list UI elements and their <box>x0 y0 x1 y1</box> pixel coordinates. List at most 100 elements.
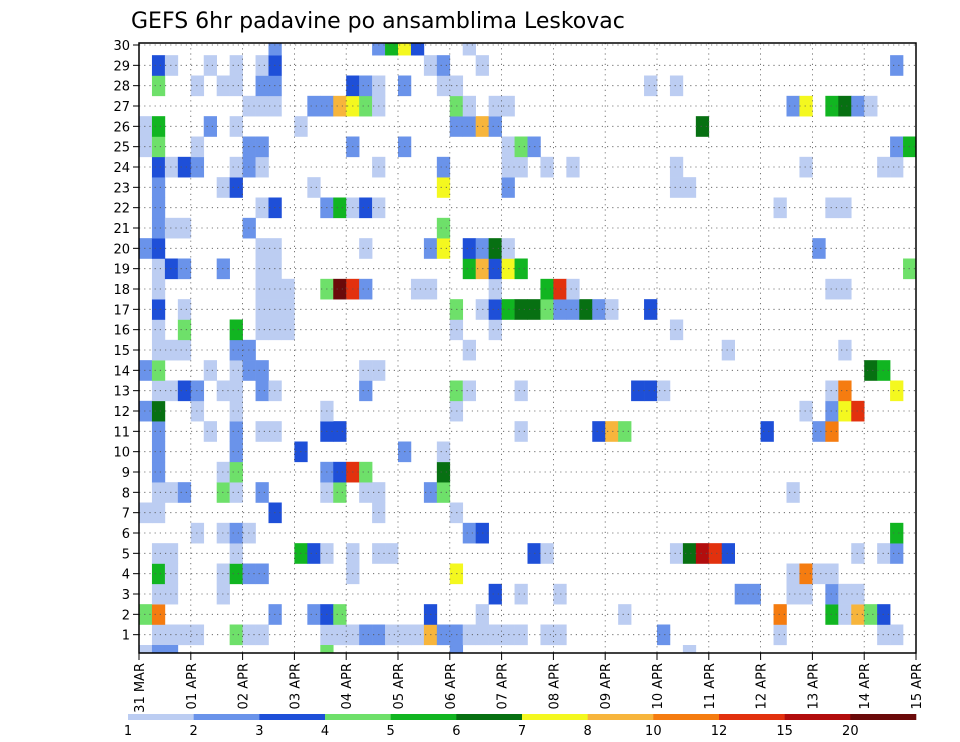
heatmap-cell <box>540 156 554 178</box>
heatmap-cell <box>786 563 800 585</box>
heatmap-cell <box>605 421 619 442</box>
heatmap-cell <box>164 624 179 646</box>
heatmap-cell <box>229 339 243 361</box>
legend-swatch <box>850 714 917 720</box>
heatmap-cell <box>255 624 269 646</box>
x-tick-label: 09 APR <box>599 663 614 709</box>
heatmap-cell <box>799 583 813 605</box>
heatmap-cell <box>151 299 166 320</box>
plot-frame <box>138 42 917 654</box>
heatmap-cell <box>307 604 321 625</box>
heatmap-cell <box>812 421 826 442</box>
heatmap-cell <box>734 583 748 605</box>
legend-swatch <box>653 714 720 720</box>
heatmap-cell <box>825 563 839 585</box>
heatmap-cell <box>398 43 412 56</box>
y-tick-label: 4 <box>122 568 130 583</box>
legend-label: 3 <box>255 724 263 739</box>
heatmap-cell <box>825 400 839 422</box>
heatmap-cell <box>151 238 166 259</box>
heatmap-cell <box>164 55 179 76</box>
y-tick-label: 28 <box>113 80 130 95</box>
y-tick-label: 18 <box>113 283 130 298</box>
heatmap-cell <box>203 360 217 381</box>
heatmap-cell <box>139 136 153 158</box>
heatmap-cell <box>488 319 502 341</box>
heatmap-cell <box>229 482 243 503</box>
heatmap-cell <box>255 238 269 259</box>
y-tick-label: 5 <box>122 547 130 562</box>
y-tick-label: 9 <box>122 466 130 481</box>
heatmap-cell <box>669 177 684 198</box>
legend-swatch <box>587 714 654 720</box>
heatmap-cell <box>644 299 658 320</box>
y-tick-label: 13 <box>113 385 130 400</box>
y-tick-label: 6 <box>122 527 130 542</box>
heatmap-cell <box>190 624 205 646</box>
heatmap-cell <box>190 156 205 178</box>
heatmap-cell <box>488 278 502 300</box>
heatmap-cell <box>708 543 723 564</box>
heatmap-cell <box>462 95 476 117</box>
heatmap-cell <box>838 278 852 300</box>
heatmap-cell <box>359 624 373 646</box>
heatmap-cell <box>359 95 373 117</box>
heatmap-cell <box>436 217 451 239</box>
x-tick-label: 03 APR <box>288 663 303 709</box>
heatmap-cell <box>644 380 658 402</box>
y-tick-label: 11 <box>113 425 130 440</box>
heatmap-cell <box>151 604 166 625</box>
x-tick-label: 04 APR <box>340 663 355 709</box>
heatmap-cell <box>164 217 179 239</box>
heatmap-cell <box>151 400 166 422</box>
heatmap-cell <box>773 604 787 625</box>
heatmap-cell <box>825 583 839 605</box>
heatmap-cell <box>385 624 399 646</box>
heatmap-cell <box>462 258 476 280</box>
heatmap-cell <box>838 339 852 361</box>
heatmap-cell <box>462 43 476 56</box>
heatmap-cell <box>890 156 904 178</box>
heatmap-cell <box>540 624 554 646</box>
heatmap-cell <box>359 238 373 259</box>
heatmap-cell <box>203 55 217 76</box>
heatmap-cell <box>151 583 166 605</box>
x-tick-label: 08 APR <box>547 663 562 709</box>
heatmap-cell <box>164 583 179 605</box>
heatmap-cell <box>851 400 865 422</box>
heatmap-cell <box>553 583 567 605</box>
heatmap-cell <box>890 522 904 544</box>
legend-swatch <box>128 714 194 720</box>
heatmap-cell <box>618 421 632 442</box>
heatmap-cell <box>255 319 269 341</box>
heatmap-cell <box>488 238 502 259</box>
y-tick-label: 14 <box>113 364 130 379</box>
heatmap-cell <box>190 136 205 158</box>
heatmap-cell <box>721 339 735 361</box>
y-tick-label: 1 <box>122 629 130 644</box>
heatmap-cell <box>669 543 684 564</box>
y-tick-label: 21 <box>113 222 130 237</box>
heatmap-cell <box>436 482 451 503</box>
y-tick-label: 26 <box>113 120 130 135</box>
heatmap-cell <box>514 421 528 442</box>
legend-label: 4 <box>321 724 329 739</box>
heatmap-cell <box>333 95 347 117</box>
heatmap-cell <box>760 421 774 442</box>
heatmap-cell <box>255 197 269 219</box>
heatmap-cell <box>359 482 373 503</box>
x-axis-ticks: 31 MAR 01 APR 02 APR 03 APR 04 APR 05 APR 06 A… <box>133 653 925 713</box>
heatmap-cell <box>890 380 904 402</box>
legend-swatch <box>719 714 785 720</box>
heatmap-cell <box>773 624 787 646</box>
heatmap-cell <box>812 563 826 585</box>
heatmap-cell <box>255 55 269 76</box>
heatmap-cell <box>255 360 269 381</box>
heatmap-cell <box>164 258 179 280</box>
heatmap-cell <box>151 380 166 402</box>
heatmap-cell <box>825 197 839 219</box>
heatmap-cell <box>527 136 541 158</box>
x-tick-label: 01 APR <box>185 663 200 709</box>
heatmap-cell <box>229 563 243 585</box>
heatmap-cell <box>177 624 192 646</box>
